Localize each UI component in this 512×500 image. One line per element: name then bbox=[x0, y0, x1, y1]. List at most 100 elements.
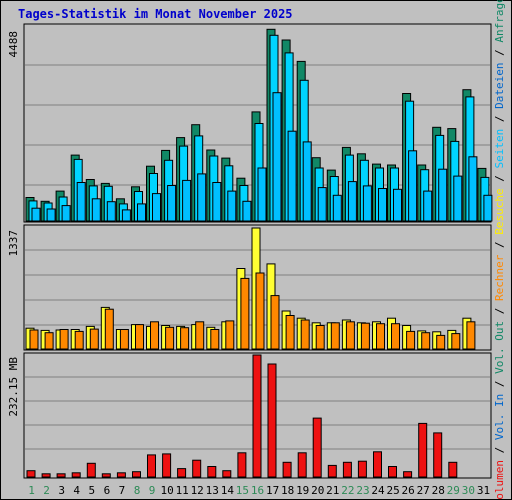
bar-seiten-8 bbox=[137, 203, 146, 222]
y-max-label-top: 4488 bbox=[7, 31, 20, 58]
bar-seiten-12 bbox=[197, 173, 207, 222]
bar-seiten-9 bbox=[152, 193, 161, 222]
bar-volumen-26 bbox=[403, 471, 413, 478]
right-label-part: Rechner bbox=[493, 254, 506, 301]
bar-rechner-2 bbox=[44, 332, 54, 350]
chart-title: Tages-Statistik im Monat November 2025 bbox=[18, 7, 293, 21]
bar-seiten-19 bbox=[302, 141, 312, 222]
bar-volumen-8 bbox=[132, 471, 141, 478]
bar-rechner-22 bbox=[345, 321, 355, 350]
bar-seiten-29 bbox=[453, 175, 463, 222]
x-tick-5: 5 bbox=[88, 484, 95, 497]
x-tick-10: 10 bbox=[160, 484, 173, 497]
x-tick-2: 2 bbox=[43, 484, 50, 497]
right-label-part: Anfragen bbox=[493, 0, 506, 43]
bar-volumen-9 bbox=[147, 454, 156, 478]
x-tick-12: 12 bbox=[191, 484, 204, 497]
right-legend-labels: Volumen / Vol. In / Vol. Out / Rechner /… bbox=[493, 0, 506, 500]
bar-volumen-25 bbox=[388, 466, 397, 478]
x-tick-17: 17 bbox=[266, 484, 279, 497]
bar-volumen-11 bbox=[177, 468, 187, 478]
right-label-part: Volumen bbox=[493, 460, 506, 500]
bar-seiten-23 bbox=[362, 185, 372, 222]
bar-rechner-12 bbox=[195, 321, 205, 350]
bar-seiten-31 bbox=[483, 194, 493, 222]
bar-rechner-17 bbox=[270, 295, 280, 350]
panel-top bbox=[23, 23, 493, 223]
bar-volumen-28 bbox=[433, 432, 443, 478]
bar-seiten-25 bbox=[393, 188, 402, 222]
right-label-part: / bbox=[493, 109, 506, 129]
x-tick-16: 16 bbox=[251, 484, 264, 497]
bar-volumen-19 bbox=[297, 452, 307, 478]
bar-seiten-26 bbox=[408, 150, 418, 222]
bar-rechner-1 bbox=[29, 329, 39, 350]
right-label-part: / bbox=[493, 43, 506, 63]
bar-seiten-24 bbox=[378, 188, 387, 222]
bar-seiten-2 bbox=[46, 208, 56, 222]
bar-rechner-14 bbox=[225, 320, 235, 350]
x-tick-28: 28 bbox=[432, 484, 445, 497]
y-axis-labels: 4488 1337 232.15 MB bbox=[7, 31, 20, 417]
bar-seiten-11 bbox=[182, 179, 192, 222]
panel-middle bbox=[23, 224, 492, 351]
x-tick-9: 9 bbox=[149, 484, 156, 497]
bar-volumen-7 bbox=[116, 472, 126, 478]
bar-rechner-24 bbox=[376, 323, 385, 350]
x-tick-24: 24 bbox=[371, 484, 385, 497]
bar-rechner-3 bbox=[59, 329, 69, 350]
bar-rechner-23 bbox=[360, 322, 370, 350]
bar-volumen-1 bbox=[26, 470, 36, 478]
bar-seiten-21 bbox=[332, 194, 342, 222]
bar-volumen-22 bbox=[342, 461, 352, 478]
bar-seiten-15 bbox=[242, 200, 252, 222]
bar-volumen-4 bbox=[71, 472, 81, 478]
right-label-part: Besuche bbox=[493, 188, 506, 234]
bar-volumen-10 bbox=[162, 453, 172, 478]
bar-volumen-15 bbox=[237, 452, 247, 478]
x-tick-27: 27 bbox=[417, 484, 430, 497]
bar-seiten-6 bbox=[106, 201, 116, 222]
bar-seiten-14 bbox=[227, 190, 237, 222]
bar-rechner-29 bbox=[451, 333, 461, 350]
x-tick-1: 1 bbox=[28, 484, 35, 497]
bar-seiten-13 bbox=[212, 182, 222, 222]
right-label-part: / bbox=[493, 235, 506, 255]
bar-rechner-16 bbox=[255, 272, 265, 350]
bar-volumen-23 bbox=[357, 460, 367, 478]
x-tick-29: 29 bbox=[447, 484, 460, 497]
bar-volumen-24 bbox=[373, 451, 382, 478]
x-tick-22: 22 bbox=[341, 484, 354, 497]
bar-volumen-3 bbox=[56, 473, 66, 478]
x-tick-8: 8 bbox=[134, 484, 141, 497]
bar-volumen-21 bbox=[327, 464, 337, 478]
bar-seiten-3 bbox=[61, 205, 71, 222]
x-tick-20: 20 bbox=[311, 484, 324, 497]
y-max-label-middle: 1337 bbox=[7, 230, 20, 257]
bar-seiten-5 bbox=[91, 198, 101, 222]
x-tick-25: 25 bbox=[386, 484, 399, 497]
x-tick-7: 7 bbox=[119, 484, 126, 497]
bar-volumen-12 bbox=[192, 459, 202, 478]
bar-volumen-14 bbox=[222, 470, 232, 478]
series-rechner bbox=[29, 272, 476, 350]
right-label-part: Vol. Out bbox=[493, 321, 506, 374]
x-tick-15: 15 bbox=[236, 484, 249, 497]
x-tick-3: 3 bbox=[58, 484, 65, 497]
bar-seiten-18 bbox=[287, 130, 297, 222]
bar-seiten-27 bbox=[423, 190, 433, 222]
bar-rechner-6 bbox=[104, 308, 114, 350]
bar-volumen-13 bbox=[207, 466, 217, 478]
bar-rechner-18 bbox=[285, 315, 295, 350]
series-volumen bbox=[26, 354, 458, 478]
right-label-part: / bbox=[493, 301, 506, 321]
x-tick-18: 18 bbox=[281, 484, 294, 497]
bar-seiten-20 bbox=[317, 187, 327, 222]
bar-rechner-26 bbox=[406, 330, 416, 350]
bar-rechner-30 bbox=[466, 321, 476, 350]
x-tick-13: 13 bbox=[206, 484, 219, 497]
bar-seiten-28 bbox=[438, 168, 448, 222]
bar-volumen-18 bbox=[282, 461, 292, 478]
bar-volumen-5 bbox=[86, 462, 96, 478]
